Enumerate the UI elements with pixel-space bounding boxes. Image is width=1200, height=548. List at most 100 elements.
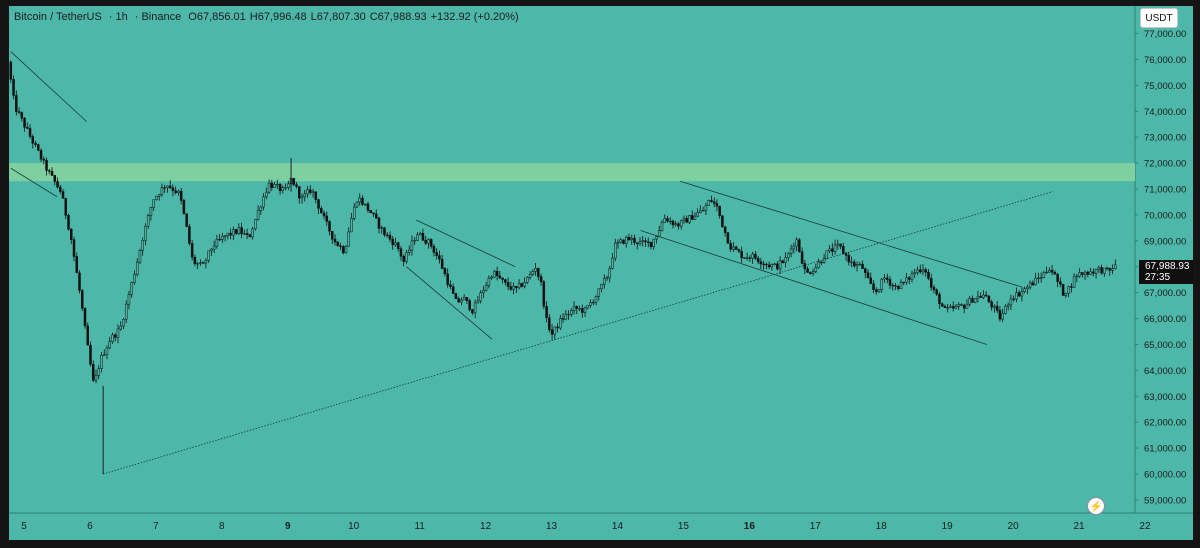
bar-countdown: 27:35 (1145, 272, 1171, 283)
candle-body (70, 228, 73, 240)
candle-body (1053, 272, 1057, 275)
candle-body (828, 248, 831, 252)
candle-body (704, 205, 708, 211)
candle-body (866, 272, 870, 279)
candle-body (979, 295, 982, 298)
candle-body (89, 344, 92, 365)
candle-body (432, 245, 436, 253)
candle-body (1028, 282, 1032, 288)
candle-body (548, 317, 551, 331)
candle-body (616, 241, 620, 244)
candle-body (190, 243, 194, 258)
candle-body (72, 239, 76, 257)
time-tick-label: 15 (678, 521, 690, 532)
candle-body (303, 193, 307, 197)
trendline[interactable] (10, 51, 87, 122)
candle-body (663, 218, 666, 223)
candle-body (951, 306, 955, 309)
candle-body (517, 283, 521, 289)
candle-body (166, 185, 169, 188)
candle-body (710, 200, 713, 202)
candle-body (204, 260, 208, 264)
candle-body (605, 277, 609, 279)
trendline[interactable] (406, 266, 493, 340)
candle-body (990, 301, 993, 308)
candle-body (20, 112, 24, 119)
symbol-name[interactable]: Bitcoin / TetherUS (14, 11, 102, 23)
candle-body (50, 171, 54, 176)
candle-body (836, 243, 840, 246)
candle-body (276, 183, 279, 186)
time-tick-label: 11 (414, 521, 425, 532)
candle-body (603, 278, 606, 285)
candle-body (56, 181, 59, 188)
candle-body (921, 269, 925, 273)
currency-button[interactable]: USDT (1140, 8, 1178, 28)
candle-body (743, 257, 746, 259)
candle-body (872, 283, 875, 291)
candle-body (1023, 288, 1026, 292)
candle-body (668, 220, 672, 223)
interval-label[interactable]: 1h (115, 11, 128, 23)
candle-body (781, 260, 785, 263)
candle-body (67, 215, 70, 230)
candle-body (446, 273, 449, 286)
candle-body (690, 215, 694, 220)
candle-body (212, 245, 216, 250)
candle-body (366, 203, 370, 211)
candle-body (960, 304, 963, 306)
candle-body (798, 239, 801, 253)
candle-body (512, 285, 515, 290)
candle-body (792, 245, 796, 250)
candle-body (523, 282, 526, 287)
candle-body (907, 277, 911, 280)
price-tick-label: 72,000.00 (1144, 159, 1186, 170)
candle-body (875, 289, 878, 293)
candle-body (800, 251, 804, 264)
candle-body (168, 185, 172, 189)
candle-body (465, 297, 469, 301)
trendline[interactable] (640, 230, 987, 345)
time-tick-label: 19 (942, 521, 954, 532)
candle-body (740, 251, 743, 258)
time-axis[interactable]: 5 6 7 8 9 10 11 12 13 14 15 16 17 18 19 20 21 22 (21, 521, 1151, 532)
exchange-label: Binance (141, 11, 182, 23)
candle-body (995, 305, 999, 311)
lightning-bolt-icon[interactable]: ⚡ (1087, 497, 1105, 515)
price-tick-label: 69,000.00 (1144, 236, 1186, 247)
time-tick-label: 17 (810, 521, 822, 532)
candle-body (559, 318, 562, 329)
candle-body (1031, 282, 1035, 286)
candle-body (638, 241, 642, 244)
candle-body (385, 234, 389, 236)
candle-body (59, 186, 62, 192)
candle-body (100, 355, 103, 369)
candle-body (119, 325, 122, 330)
price-tick-label: 71,000.00 (1144, 184, 1186, 195)
candle-body (12, 79, 15, 96)
price-axis[interactable]: 77,000.00 76,000.00 75,000.00 74,000.00 73,0… (1135, 29, 1186, 506)
candle-body (374, 213, 378, 219)
candle-body (550, 329, 554, 335)
candle-body (179, 190, 183, 201)
candle-body (526, 277, 529, 283)
candle-body (454, 293, 458, 299)
trendline[interactable] (416, 219, 516, 268)
candle-body (649, 241, 653, 247)
candle-body (331, 231, 334, 240)
trendline[interactable] (679, 180, 1024, 288)
candle-body (924, 269, 927, 273)
symbol-legend: Bitcoin / TetherUS · 1h · Binance O67,856.01… (14, 11, 519, 23)
candle-body (1045, 271, 1048, 274)
trendline[interactable] (10, 167, 58, 198)
candle-body (688, 215, 691, 223)
candle-body (31, 136, 35, 144)
candle-body (352, 206, 356, 219)
candle-body (300, 196, 304, 199)
trendline[interactable] (103, 191, 1053, 475)
candle-body (309, 189, 312, 193)
candle-body (152, 199, 155, 208)
candle-body (778, 260, 782, 270)
candle-body (460, 299, 463, 303)
